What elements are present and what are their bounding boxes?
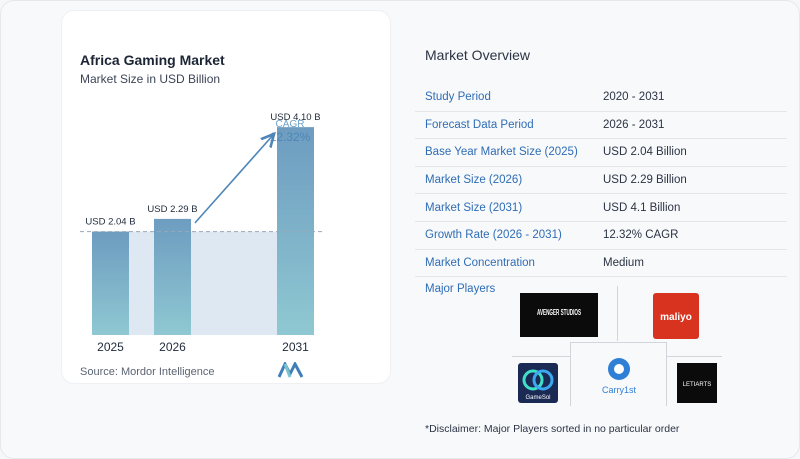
cagr-label: CAGR xyxy=(276,119,305,130)
bar-2026 xyxy=(154,218,191,335)
overview-value: Medium xyxy=(603,256,644,269)
overview-row-study-period: Study Period 2020 - 2031 xyxy=(415,84,787,112)
source-text: Source: Mordor Intelligence xyxy=(80,366,215,378)
maliyo-logo-text: maliyo xyxy=(660,312,692,323)
major-players-label: Major Players xyxy=(425,283,496,295)
overview-label: Growth Rate (2026 - 2031) xyxy=(425,229,562,242)
overview-value: USD 2.04 Billion xyxy=(603,146,687,159)
bar-chart: USD 2.04 B 2025 USD 2.29 B 2026 USD 4.10 B 20… xyxy=(80,112,324,354)
grid-divider xyxy=(570,342,667,343)
data-label-2026: USD 2.29 B xyxy=(147,204,197,215)
overview-row-forecast-period: Forecast Data Period 2026 - 2031 xyxy=(415,112,787,140)
data-label-2031: USD 4.10 B xyxy=(270,112,320,123)
disclaimer-text: *Disclaimer: Major Players sorted in no … xyxy=(425,423,680,435)
bar-2025 xyxy=(92,231,129,335)
grid-divider xyxy=(512,356,570,357)
overview-row-growth-rate: Growth Rate (2026 - 2031) 12.32% CAGR xyxy=(415,222,787,250)
overview-row-size-2026: Market Size (2026) USD 2.29 Billion xyxy=(415,167,787,195)
gamesol-logo: GameSol xyxy=(518,363,558,403)
overview-title: Market Overview xyxy=(425,47,531,63)
grid-divider xyxy=(666,356,722,357)
overview-table: Study Period 2020 - 2031 Forecast Data P… xyxy=(415,84,787,278)
cagr-arrow xyxy=(194,135,273,224)
gamesol-logo-text: GameSol xyxy=(525,395,550,401)
overview-label: Market Size (2026) xyxy=(425,174,523,187)
chart-subtitle: Market Size in USD Billion xyxy=(80,72,221,86)
letiarts-logo-text: LETIARTS xyxy=(683,382,712,388)
data-label-2025: USD 2.04 B xyxy=(85,217,135,228)
overview-value: 12.32% CAGR xyxy=(603,229,679,242)
grid-divider xyxy=(666,342,667,406)
maliyo-logo: maliyo xyxy=(653,293,699,339)
overview-value: 2026 - 2031 xyxy=(603,118,665,131)
mordor-logo-icon xyxy=(278,362,304,378)
grid-divider xyxy=(570,342,571,406)
tick-label-2031: 2031 xyxy=(282,340,309,354)
bar-2031 xyxy=(277,127,314,335)
overview-label: Market Size (2031) xyxy=(425,201,523,214)
carry1st-logo-text: Carry1st xyxy=(602,385,637,395)
overview-value: USD 2.29 Billion xyxy=(603,174,687,187)
chart-title: Africa Gaming Market xyxy=(80,52,225,68)
overview-value: 2020 - 2031 xyxy=(603,91,665,104)
carry1st-logo: Carry1st xyxy=(592,355,646,397)
overview-row-size-2031: Market Size (2031) USD 4.1 Billion xyxy=(415,194,787,222)
avenger-logo-text: AVENGER STUDIOS xyxy=(537,308,581,317)
grid-divider xyxy=(617,286,618,341)
overview-label: Forecast Data Period xyxy=(425,118,534,131)
cagr-value: 12.32% xyxy=(270,130,311,144)
overview-value: USD 4.1 Billion xyxy=(603,201,681,214)
avenger-studios-logo: AVENGER STUDIOS xyxy=(520,293,598,337)
overview-row-base-year: Base Year Market Size (2025) USD 2.04 Bi… xyxy=(415,139,787,167)
overview-label: Study Period xyxy=(425,91,491,104)
overview-label: Market Concentration xyxy=(425,256,535,269)
overview-label: Base Year Market Size (2025) xyxy=(425,146,578,159)
letiarts-logo: LETIARTS xyxy=(677,363,717,403)
tick-label-2025: 2025 xyxy=(97,340,124,354)
tick-label-2026: 2026 xyxy=(159,340,186,354)
overview-row-concentration: Market Concentration Medium xyxy=(415,250,787,278)
